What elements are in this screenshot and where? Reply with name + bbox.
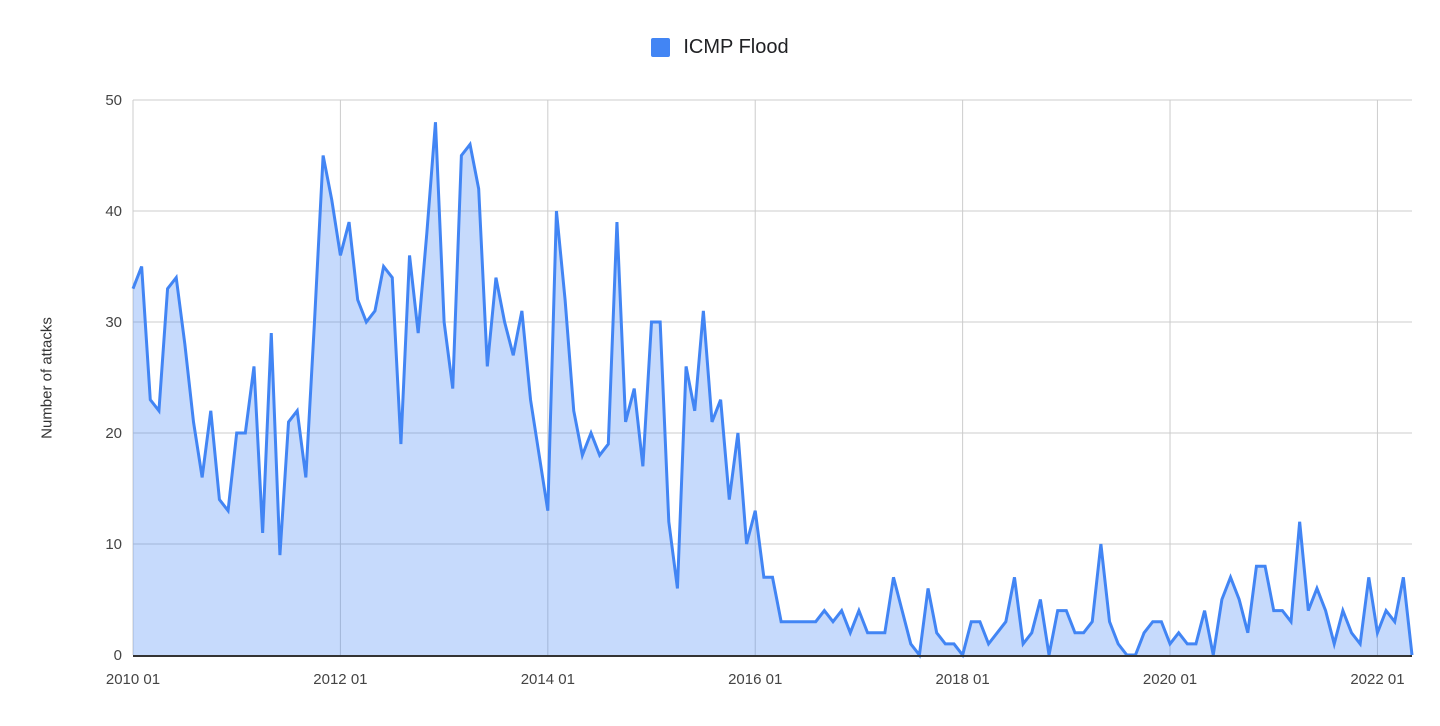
area-fill bbox=[133, 122, 1412, 655]
chart-legend: ICMP Flood bbox=[0, 36, 1440, 59]
x-tick-label: 2022 01 bbox=[1350, 671, 1404, 688]
x-tick-label: 2018 01 bbox=[936, 671, 990, 688]
y-tick-label: 40 bbox=[105, 203, 122, 220]
y-tick-label: 50 bbox=[105, 92, 122, 109]
x-tick-label: 2020 01 bbox=[1143, 671, 1197, 688]
series-line bbox=[131, 122, 1414, 659]
legend-label: ICMP Flood bbox=[683, 36, 789, 58]
x-tick-label: 2012 01 bbox=[313, 671, 367, 688]
y-tick-label: 0 bbox=[114, 647, 122, 664]
y-tick-label: 20 bbox=[105, 425, 122, 442]
x-tick-label: 2016 01 bbox=[728, 671, 782, 688]
x-tick-label: 2010 01 bbox=[106, 671, 160, 688]
y-tick-label: 30 bbox=[105, 314, 122, 331]
y-tick-label: 10 bbox=[105, 536, 122, 553]
legend-swatch-icon bbox=[651, 38, 671, 57]
x-tick-label: 2014 01 bbox=[521, 671, 575, 688]
